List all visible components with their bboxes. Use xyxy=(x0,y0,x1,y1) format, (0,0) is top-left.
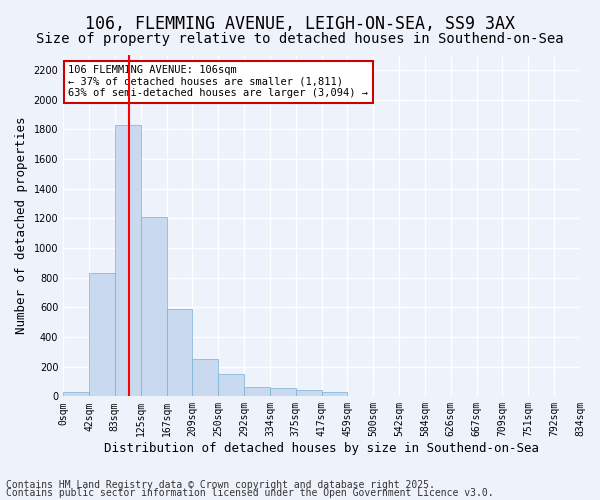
Bar xyxy=(296,390,322,396)
Text: 106 FLEMMING AVENUE: 106sqm
← 37% of detached houses are smaller (1,811)
63% of : 106 FLEMMING AVENUE: 106sqm ← 37% of det… xyxy=(68,65,368,98)
Text: Contains HM Land Registry data © Crown copyright and database right 2025.: Contains HM Land Registry data © Crown c… xyxy=(6,480,435,490)
Bar xyxy=(244,388,270,396)
Text: Size of property relative to detached houses in Southend-on-Sea: Size of property relative to detached ho… xyxy=(36,32,564,46)
Bar xyxy=(322,392,347,396)
Text: Contains public sector information licensed under the Open Government Licence v3: Contains public sector information licen… xyxy=(6,488,494,498)
Bar xyxy=(140,217,167,396)
Bar xyxy=(167,309,193,396)
Bar xyxy=(270,388,296,396)
Bar xyxy=(218,374,244,396)
Bar xyxy=(89,273,115,396)
X-axis label: Distribution of detached houses by size in Southend-on-Sea: Distribution of detached houses by size … xyxy=(104,442,539,455)
Bar xyxy=(193,359,218,397)
Bar xyxy=(63,392,89,396)
Bar xyxy=(115,125,140,396)
Text: 106, FLEMMING AVENUE, LEIGH-ON-SEA, SS9 3AX: 106, FLEMMING AVENUE, LEIGH-ON-SEA, SS9 … xyxy=(85,15,515,33)
Y-axis label: Number of detached properties: Number of detached properties xyxy=(15,117,28,334)
